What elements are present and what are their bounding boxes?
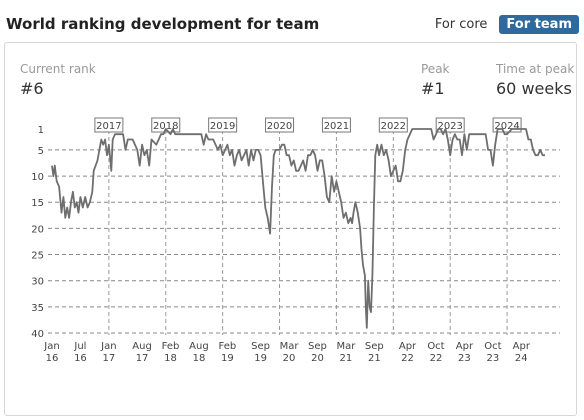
x-tick-label-month: Aug [189, 341, 209, 352]
x-tick-label-year: 21 [340, 353, 353, 364]
year-marker-label: 2021 [324, 121, 349, 132]
year-marker-box [208, 117, 238, 133]
x-tick-label-year: 20 [283, 353, 296, 364]
year-marker-label: 2022 [381, 121, 406, 132]
x-tick-label-year: 21 [368, 353, 381, 364]
year-marker-label: 2023 [437, 121, 462, 132]
x-tick-label-month: Mar [336, 341, 356, 352]
y-tick-label: 35 [31, 303, 44, 314]
year-marker-label: 2019 [210, 121, 235, 132]
x-tick-label-month: Apr [513, 341, 531, 352]
x-tick-label-month: Sep [251, 341, 270, 352]
view-toggle: For core For team [428, 15, 579, 34]
year-marker-box [435, 117, 465, 133]
x-tick-label-month: Feb [162, 341, 180, 352]
time-at-peak-stat: Time at peak 60 weeks [496, 62, 574, 98]
x-tick-label-year: 18 [164, 353, 177, 364]
year-marker-label: 2018 [153, 121, 178, 132]
y-tick-label: 1 [38, 125, 44, 136]
y-tick-label: 20 [31, 224, 44, 235]
current-rank-value: #6 [20, 79, 44, 98]
y-tick-label: 15 [31, 198, 44, 209]
x-tick-label-month: Jul [73, 341, 86, 352]
y-tick-label: 40 [31, 329, 44, 340]
y-tick-label: 5 [38, 146, 44, 157]
year-marker-box [321, 117, 351, 133]
x-tick-label-month: Jan [43, 341, 59, 352]
x-tick-label-month: Feb [219, 341, 237, 352]
ranking-series-line [51, 128, 545, 329]
year-marker-label: 2017 [96, 121, 121, 132]
current-rank-label: Current rank [20, 62, 96, 76]
x-tick-label-year: 23 [486, 353, 499, 364]
x-tick-label-year: 18 [193, 353, 206, 364]
x-tick-label-month: Mar [280, 341, 300, 352]
time-at-peak-value: 60 weeks [496, 79, 572, 98]
x-tick-label-year: 16 [46, 353, 59, 364]
y-tick-label: 10 [31, 172, 44, 183]
x-tick-label-month: Jan [100, 341, 116, 352]
x-tick-label-month: Oct [427, 341, 444, 352]
x-tick-label-year: 19 [221, 353, 234, 364]
x-tick-label-month: Sep [365, 341, 384, 352]
x-tick-label-year: 16 [74, 353, 87, 364]
for-core-toggle[interactable]: For core [434, 17, 488, 32]
year-marker-box [378, 117, 408, 133]
x-tick-label-month: Sep [308, 341, 327, 352]
for-team-toggle[interactable]: For team [499, 15, 579, 34]
peak-label: Peak [421, 62, 450, 76]
x-tick-label-month: Apr [456, 341, 474, 352]
x-tick-label-month: Aug [132, 341, 152, 352]
x-tick-label-month: Apr [399, 341, 417, 352]
year-marker-box [94, 117, 124, 133]
chart-title: World ranking development for team [6, 15, 320, 33]
x-tick-label-year: 17 [103, 353, 116, 364]
year-marker-box [265, 117, 295, 133]
peak-stat: Peak #1 [421, 62, 450, 98]
y-tick-label: 30 [31, 277, 44, 288]
y-tick-label: 25 [31, 251, 44, 262]
ranking-card [4, 42, 577, 416]
x-tick-label-year: 20 [311, 353, 324, 364]
x-tick-label-year: 19 [254, 353, 267, 364]
x-tick-label-year: 17 [136, 353, 149, 364]
x-tick-label-month: Oct [484, 341, 501, 352]
year-marker-label: 2020 [267, 121, 292, 132]
current-rank-stat: Current rank #6 [20, 62, 96, 98]
x-tick-label-year: 24 [515, 353, 528, 364]
peak-value: #1 [421, 79, 445, 98]
x-tick-label-year: 22 [401, 353, 414, 364]
time-at-peak-label: Time at peak [496, 62, 575, 76]
x-tick-label-year: 23 [458, 353, 471, 364]
x-tick-label-year: 22 [430, 353, 443, 364]
year-marker-label: 2024 [494, 121, 519, 132]
